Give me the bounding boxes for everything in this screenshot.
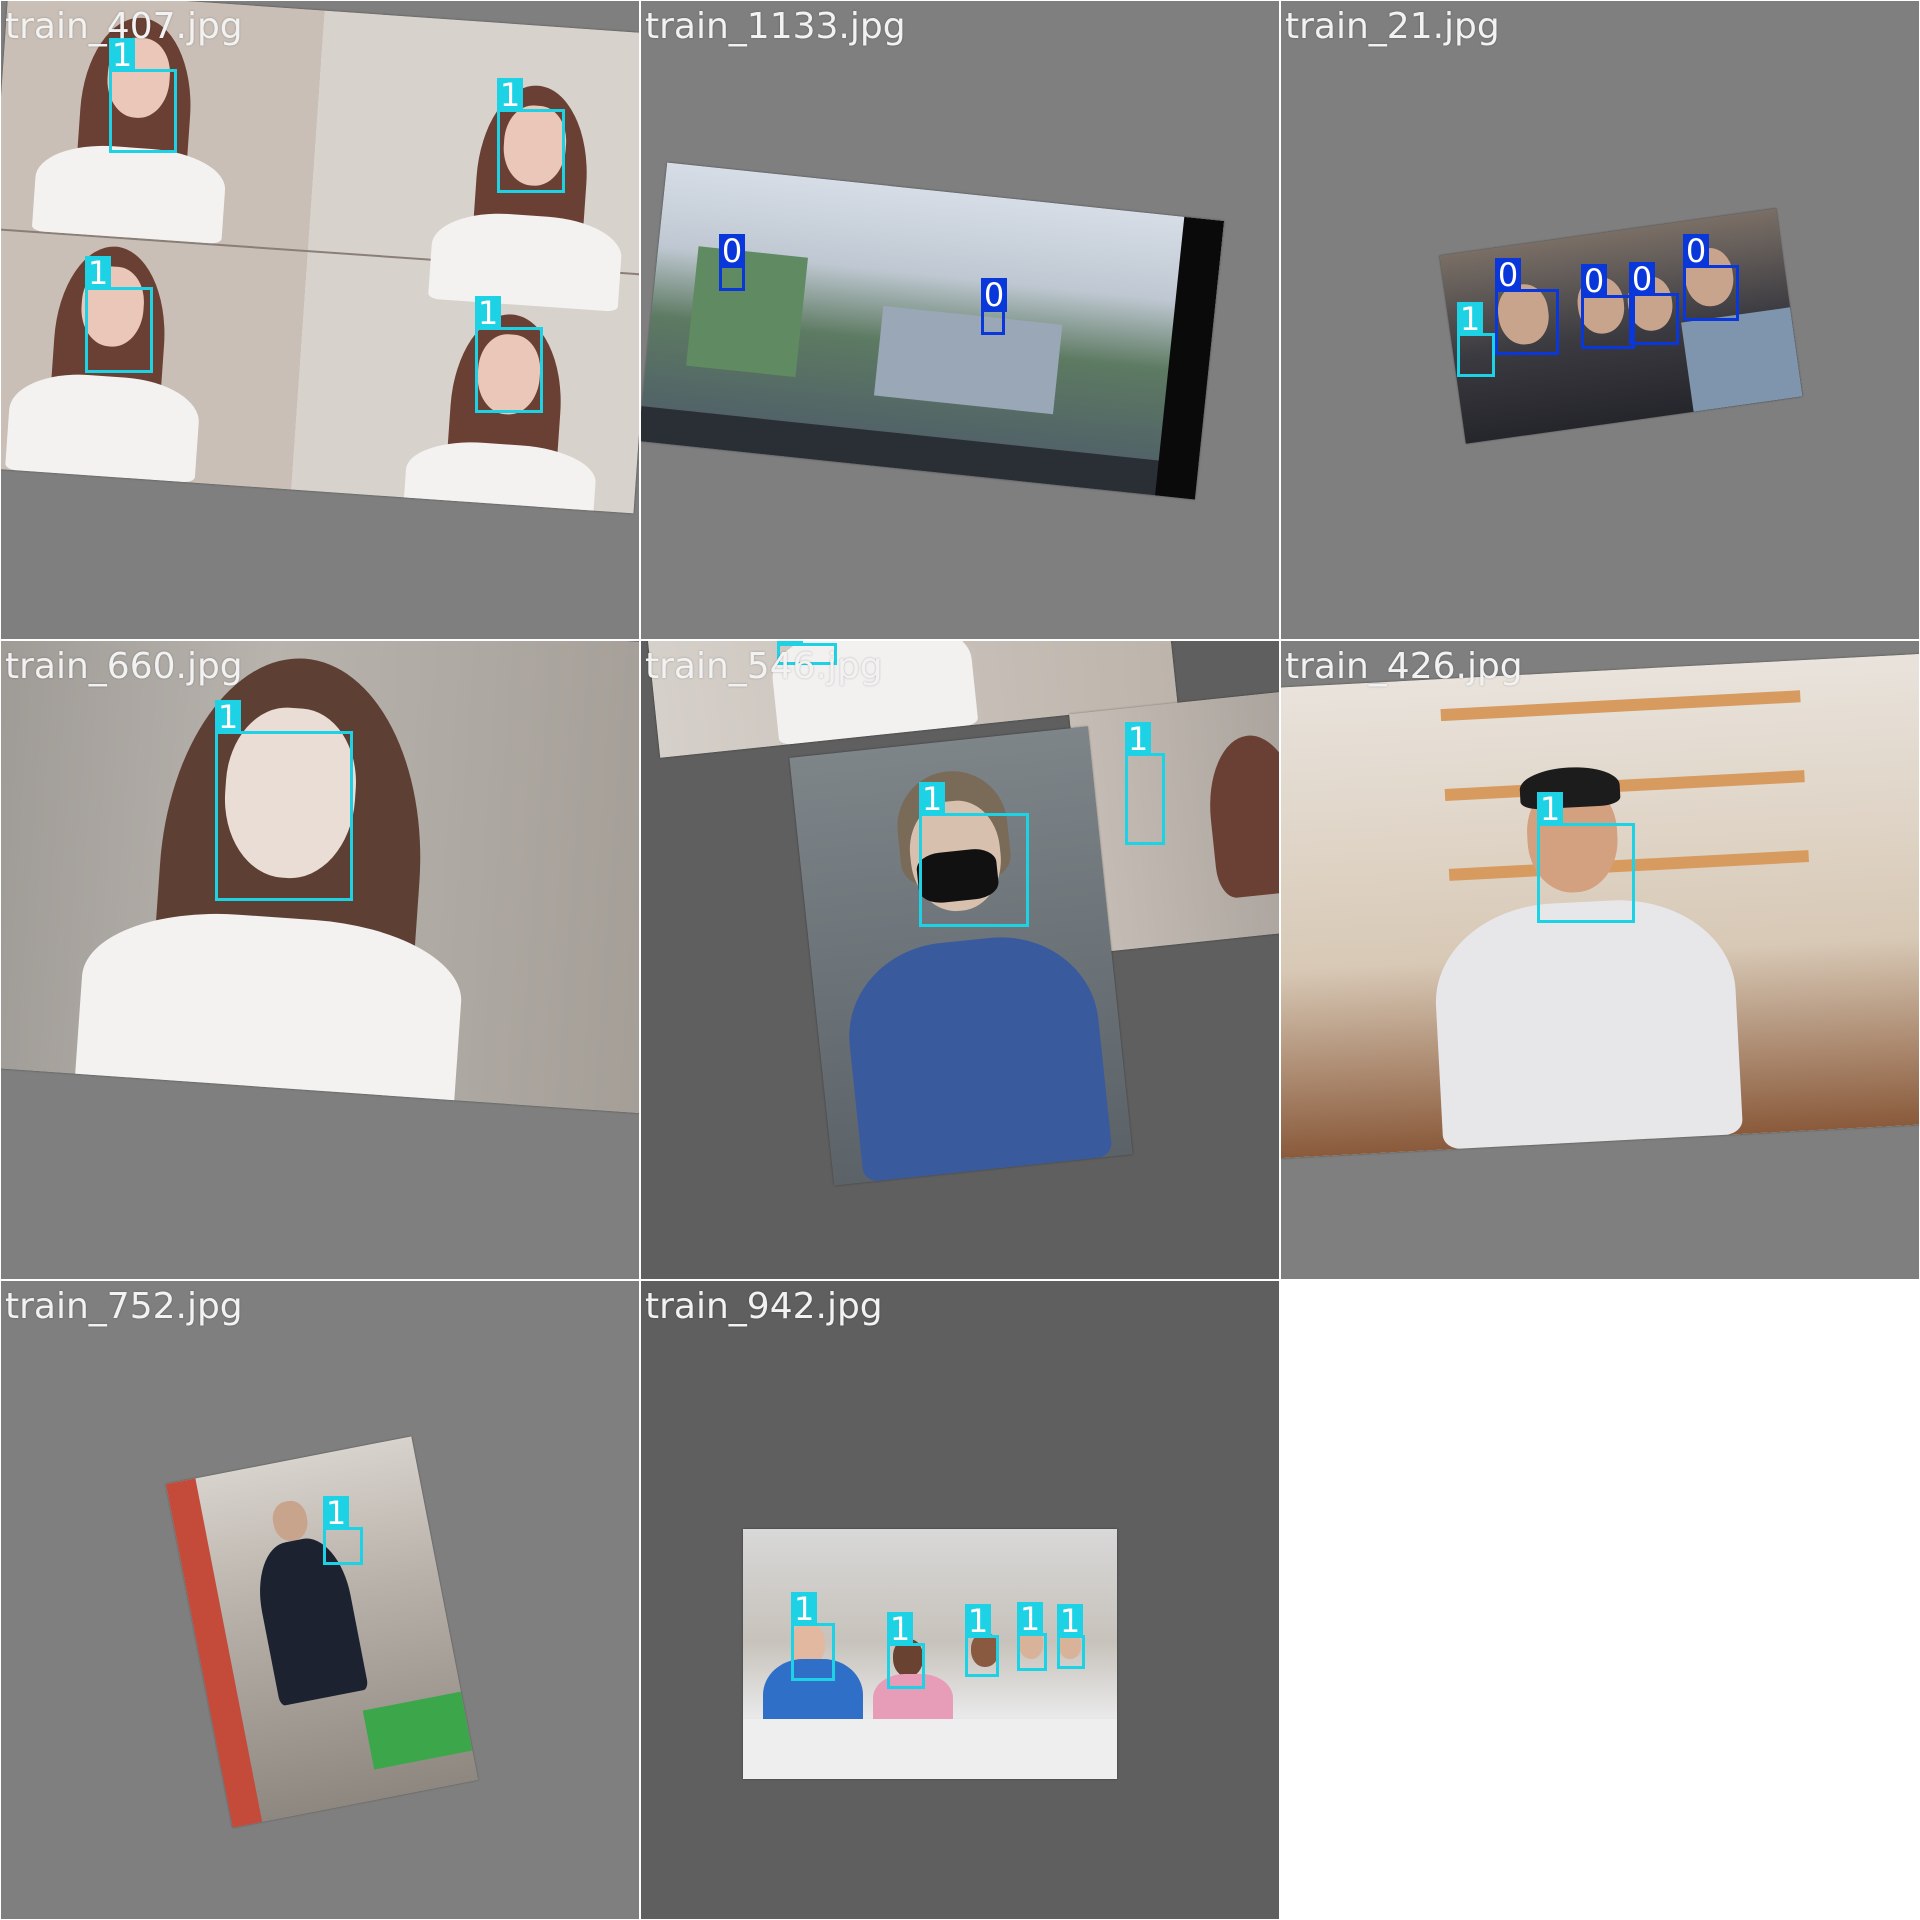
empty-slot — [1280, 1280, 1920, 1920]
bbox-class-1: 1 — [887, 1612, 925, 1689]
tile-train-21: 1 0 0 0 0 train_21.jpg — [1281, 1, 1919, 639]
tile-train-546: 1 1 1 train_546.jpg — [641, 641, 1279, 1279]
bbox-class-1: 1 — [1125, 722, 1165, 845]
class-label: 1 — [1057, 1604, 1083, 1638]
class-label: 1 — [965, 1604, 991, 1638]
bbox-class-1: 1 — [919, 782, 1029, 927]
class-label: 0 — [981, 278, 1007, 312]
class-label: 0 — [1629, 262, 1655, 296]
bbox-class-0: 0 — [1683, 234, 1739, 321]
grid-divider — [639, 0, 641, 1920]
class-label: 1 — [887, 1612, 913, 1646]
tile-filename: train_942.jpg — [645, 1286, 883, 1327]
grid-divider — [0, 1279, 1280, 1281]
photo — [641, 162, 1225, 500]
tile-filename: train_407.jpg — [5, 6, 243, 47]
class-label: 1 — [919, 782, 945, 816]
class-label: 1 — [791, 1592, 817, 1626]
bbox-class-1: 1 — [475, 296, 543, 413]
class-label: 0 — [1581, 264, 1607, 298]
class-label: 1 — [85, 256, 111, 290]
bbox-class-1: 1 — [215, 700, 353, 901]
tile-train-407: 1 1 1 1 train_407.jpg — [1, 1, 639, 639]
bbox-class-1: 1 — [85, 256, 153, 373]
tile-train-660: 1 train_660.jpg — [1, 641, 639, 1279]
bbox-class-1: 1 — [1457, 302, 1495, 377]
grid-divider — [0, 639, 1920, 641]
class-label: 1 — [323, 1496, 349, 1530]
bbox-class-1: 1 — [497, 78, 565, 193]
bbox-class-0: 0 — [1629, 262, 1679, 345]
class-label: 1 — [497, 78, 523, 112]
tile-filename: train_426.jpg — [1285, 646, 1523, 687]
tile-filename: train_21.jpg — [1285, 6, 1500, 47]
tile-filename: train_1133.jpg — [645, 6, 906, 47]
class-label: 1 — [1537, 792, 1563, 826]
tile-train-752: 1 train_752.jpg — [1, 1281, 639, 1919]
class-label: 1 — [109, 38, 135, 72]
bbox-class-1: 1 — [1537, 792, 1635, 923]
photo — [165, 1436, 479, 1828]
tile-filename: train_752.jpg — [5, 1286, 243, 1327]
class-label: 1 — [1457, 302, 1483, 336]
bbox-class-1: 1 — [109, 38, 177, 153]
class-label: 1 — [1017, 1602, 1043, 1636]
photo — [789, 726, 1133, 1186]
bbox-class-1: 1 — [791, 1592, 835, 1681]
bbox-class-1: 1 — [1017, 1602, 1047, 1671]
bbox-class-1: 1 — [777, 641, 837, 665]
bbox-class-1: 1 — [323, 1496, 363, 1565]
bbox-class-0: 0 — [1581, 264, 1635, 349]
bbox-class-0: 0 — [981, 278, 1007, 335]
tile-filename: train_660.jpg — [5, 646, 243, 687]
bbox-class-0: 0 — [719, 234, 745, 291]
bbox-class-0: 0 — [1495, 258, 1559, 355]
class-label: 1 — [215, 700, 241, 734]
tile-train-426: 1 train_426.jpg — [1281, 641, 1919, 1279]
class-label: 1 — [1125, 722, 1151, 756]
bbox-class-1: 1 — [1057, 1604, 1085, 1669]
class-label: 0 — [719, 234, 745, 268]
bbox-class-1: 1 — [965, 1604, 999, 1677]
tile-train-942: 1 1 1 1 1 train_942.jpg — [641, 1281, 1279, 1919]
class-label: 1 — [777, 641, 803, 646]
class-label: 0 — [1683, 234, 1709, 268]
photo — [743, 1529, 1117, 1779]
tile-filename: train_546.jpg — [645, 646, 883, 687]
tile-train-1133: 0 0 train_1133.jpg — [641, 1, 1279, 639]
class-label: 0 — [1495, 258, 1521, 292]
class-label: 1 — [475, 296, 501, 330]
